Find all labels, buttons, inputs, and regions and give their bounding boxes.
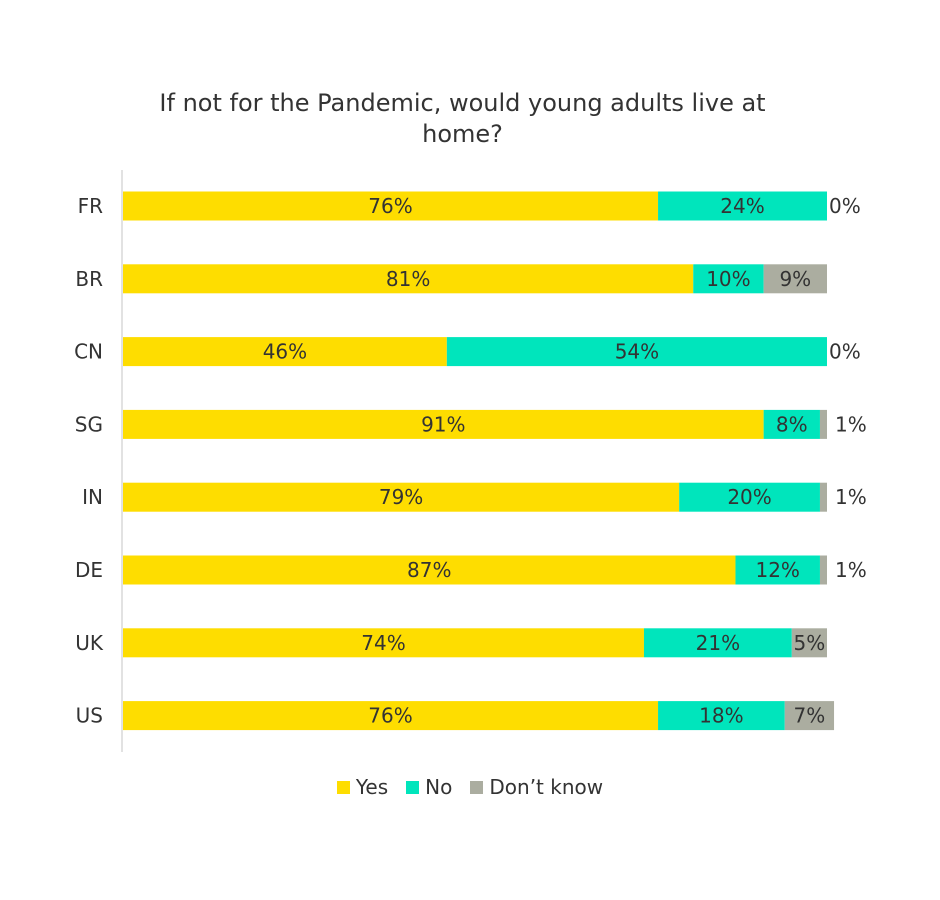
- category-label-sg: SG: [75, 412, 103, 436]
- bar-br-dont-know: [763, 264, 827, 294]
- legend-label-no: No: [425, 775, 453, 799]
- bar-uk-dont-know: [791, 628, 827, 658]
- category-label-uk: UK: [75, 631, 104, 655]
- category-label-br: BR: [75, 267, 103, 291]
- data-label-cn-yes: 46%: [263, 340, 307, 364]
- legend-swatch-no: [406, 780, 420, 794]
- legend-item-dont-know: Don’t know: [470, 775, 603, 799]
- category-label-fr: FR: [78, 194, 104, 218]
- data-label-de-dont-know: 1%: [835, 558, 867, 582]
- category-label-us: US: [76, 704, 103, 728]
- bar-fr-no: [658, 191, 827, 221]
- category-label-in: IN: [82, 485, 103, 509]
- legend-item-no: No: [406, 775, 452, 799]
- bar-sg-yes: [123, 409, 764, 439]
- category-label-cn: CN: [74, 340, 103, 364]
- data-label-cn-dont-know: 0%: [829, 340, 861, 364]
- data-label-br-yes: 81%: [386, 267, 430, 291]
- bar-de-yes: [123, 555, 736, 585]
- data-label-br-no: 10%: [706, 267, 750, 291]
- data-label-sg-dont-know: 1%: [835, 412, 867, 436]
- data-label-in-yes: 79%: [379, 485, 423, 509]
- bar-fr-yes: [123, 191, 659, 221]
- legend-label-dont-know: Don’t know: [489, 775, 604, 799]
- bar-sg-no: [763, 409, 820, 439]
- data-label-uk-dont-know: 5%: [794, 631, 826, 655]
- bar-uk-no: [643, 628, 792, 658]
- bar-sg-dont-know: [819, 409, 827, 439]
- data-label-in-dont-know: 1%: [835, 485, 867, 509]
- data-label-us-yes: 76%: [368, 704, 412, 728]
- data-label-de-no: 12%: [755, 558, 799, 582]
- bar-cn-no: [446, 337, 827, 367]
- data-label-us-dont-know: 7%: [794, 704, 826, 728]
- data-label-sg-no: 8%: [776, 412, 808, 436]
- bar-de-dont-know: [819, 555, 827, 585]
- bar-in-yes: [123, 482, 680, 512]
- bars-layer: FR 76% 24% 0% BR 81% 10% 9% CN 46% 54% 0% SG 91% 8% 1% I…: [74, 191, 867, 731]
- data-label-fr-yes: 76%: [368, 194, 412, 218]
- legend-swatch-yes: [336, 780, 350, 794]
- bar-br-no: [693, 264, 764, 294]
- data-label-fr-no: 24%: [720, 194, 764, 218]
- data-label-uk-yes: 74%: [361, 631, 405, 655]
- data-label-uk-no: 21%: [696, 631, 740, 655]
- bar-uk-yes: [123, 628, 644, 658]
- bar-in-no: [679, 482, 820, 512]
- bar-us-no: [658, 701, 785, 731]
- data-label-us-no: 18%: [699, 704, 743, 728]
- category-label-de: DE: [75, 558, 103, 582]
- data-label-fr-dont-know: 0%: [829, 194, 861, 218]
- legend-label-yes: Yes: [355, 775, 389, 799]
- bar-us-yes: [123, 701, 659, 731]
- bar-us-dont-know: [784, 701, 835, 731]
- data-label-cn-no: 54%: [615, 340, 659, 364]
- data-label-in-no: 20%: [727, 485, 771, 509]
- chart-legend: Yes No Don’t know: [0, 775, 940, 799]
- data-label-sg-yes: 91%: [421, 412, 465, 436]
- legend-swatch-dont-know: [470, 780, 484, 794]
- data-label-de-yes: 87%: [407, 558, 451, 582]
- chart-title: If not for the Pandemic, would young adu…: [159, 89, 766, 148]
- bar-de-no: [735, 555, 820, 585]
- legend-item-yes: Yes: [336, 775, 389, 799]
- data-label-br-dont-know: 9%: [779, 267, 811, 291]
- bar-in-dont-know: [819, 482, 827, 512]
- bar-cn-yes: [123, 337, 447, 367]
- bar-br-yes: [123, 264, 694, 294]
